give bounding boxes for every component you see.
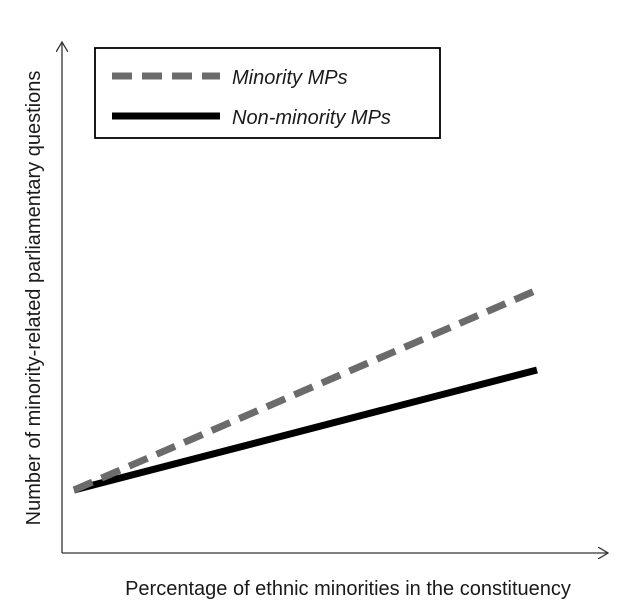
series-layer — [72, 286, 539, 494]
y-axis-label: Number of minority-related parliamentary… — [23, 71, 45, 526]
x-axis-label: Percentage of ethnic minorities in the c… — [125, 578, 571, 600]
legend-box — [94, 47, 441, 139]
legend: Minority MPs Non-minority MPs — [94, 47, 441, 139]
legend-label-minority: Minority MPs — [232, 67, 348, 89]
series-line-non-minority-mps — [73, 366, 538, 494]
series-line-minority-mps — [72, 286, 539, 494]
legend-label-non-minority: Non-minority MPs — [232, 107, 391, 129]
